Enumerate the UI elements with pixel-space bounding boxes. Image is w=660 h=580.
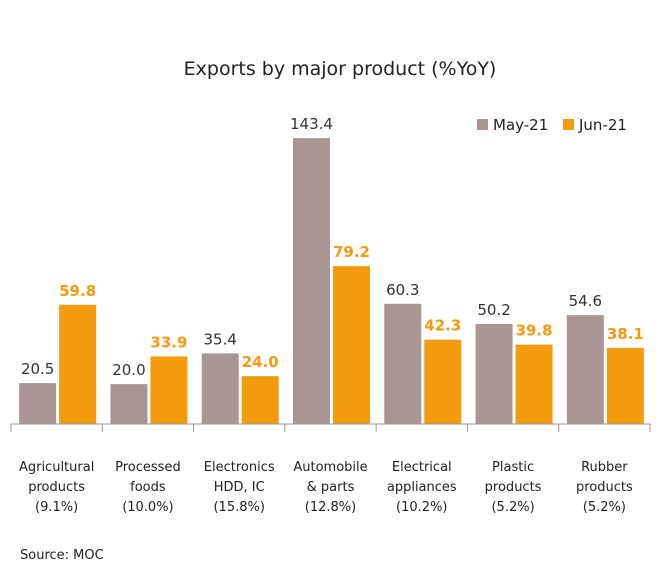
data-label-1-0: 59.8	[59, 282, 96, 300]
category-label-1-1: foods	[130, 480, 166, 495]
bar-0-2	[201, 353, 239, 424]
bar-0-5	[475, 323, 513, 424]
category-label-1-0: Processed	[115, 460, 181, 475]
category-label-0-1: products	[28, 480, 85, 495]
bar-0-0	[19, 383, 57, 424]
legend-label-0: May-21	[493, 116, 548, 134]
category-label-0-0: Agricultural	[19, 460, 94, 475]
category-label-2-0: Electronics	[204, 460, 275, 475]
legend-label-1: Jun-21	[578, 116, 627, 134]
source-note: Source: MOC	[20, 548, 104, 563]
category-label-0-2: (9.1%)	[35, 500, 78, 515]
category-label-2-2: (15.8%)	[213, 500, 264, 515]
data-label-1-2: 24.0	[242, 353, 279, 371]
category-label-5-2: (5.2%)	[491, 500, 534, 515]
category-label-6-0: Rubber	[581, 460, 628, 475]
data-label-0-5: 50.2	[477, 301, 510, 319]
bar-0-4	[384, 303, 422, 424]
bar-1-6	[606, 348, 644, 424]
data-label-1-3: 79.2	[333, 243, 370, 261]
category-label-4-0: Electrical	[392, 460, 452, 475]
legend-swatch-1	[563, 119, 574, 130]
data-label-0-0: 20.5	[21, 360, 54, 378]
data-label-1-6: 38.1	[607, 325, 644, 343]
x-axis: Agricultural products (9.1%) Processed foods…	[10, 423, 651, 515]
category-label-3-2: (12.8%)	[305, 500, 356, 515]
data-label-1-4: 42.3	[424, 317, 461, 335]
bar-1-4	[424, 339, 462, 424]
bar-0-3	[293, 138, 330, 424]
legend: May-21 Jun-21	[477, 116, 627, 134]
category-label-6-1: products	[576, 480, 633, 495]
category-label-4-2: (10.2%)	[396, 500, 447, 515]
category-label-1-2: (10.0%)	[122, 500, 173, 515]
bar-1-3	[333, 266, 370, 424]
data-label-0-1: 20.0	[112, 361, 145, 379]
category-label-3-0: Automobile	[293, 460, 367, 475]
chart-title: Exports by major product (%YoY)	[184, 58, 497, 80]
category-label-4-1: appliances	[387, 480, 457, 495]
bar-1-5	[515, 344, 553, 424]
bar-0-6	[566, 315, 604, 424]
bar-0-1	[110, 384, 148, 424]
category-label-6-2: (5.2%)	[583, 500, 626, 515]
category-label-3-1: & parts	[307, 480, 355, 495]
data-label-0-4: 60.3	[386, 281, 419, 299]
bar-1-2	[241, 376, 279, 424]
chart: Exports by major product (%YoY) May-21 Ju…	[10, 58, 651, 515]
category-label-5-1: products	[485, 480, 542, 495]
data-label-0-3: 143.4	[290, 115, 333, 133]
data-label-0-2: 35.4	[204, 330, 237, 348]
category-label-2-1: HDD, IC	[214, 480, 265, 495]
category-label-5-0: Plastic	[492, 460, 534, 475]
data-label-1-5: 39.8	[516, 322, 553, 340]
bar-1-1	[150, 356, 188, 424]
data-label-1-1: 33.9	[150, 333, 187, 351]
bar-1-0	[59, 304, 97, 424]
bars: 20.5 59.8 20.0 33.9 35.4 24.0 143.4 79.2 60.3 42.…	[19, 115, 644, 424]
legend-swatch-0	[477, 119, 488, 130]
data-label-0-6: 54.6	[569, 292, 602, 310]
